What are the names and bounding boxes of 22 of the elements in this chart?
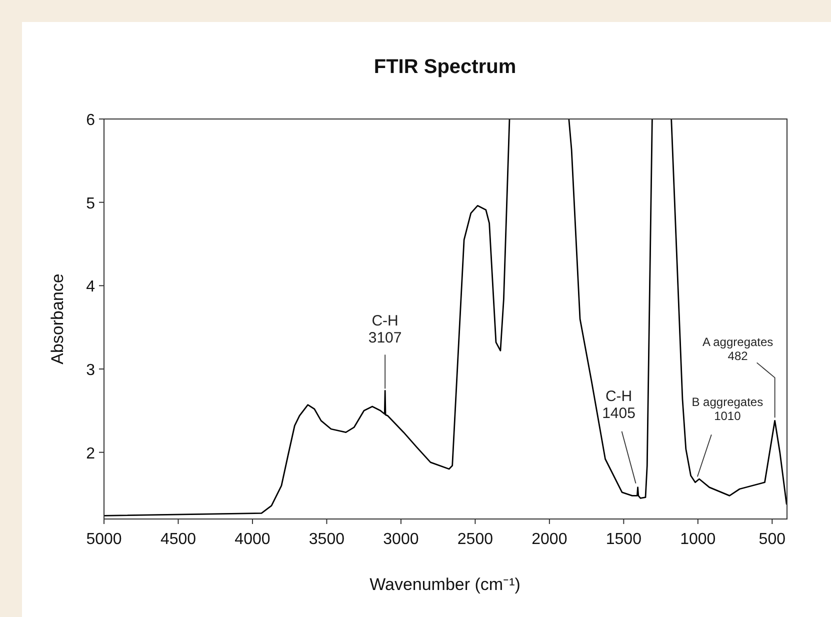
- y-tick-label: 6: [86, 112, 96, 129]
- x-tick-label: 3000: [383, 531, 419, 548]
- x-tick-label: 1000: [680, 531, 716, 548]
- y-tick-label: 5: [86, 195, 96, 212]
- annotation: A aggregates 482: [702, 334, 774, 363]
- x-tick-label: 3500: [308, 531, 345, 548]
- x-tick-label: 4500: [160, 531, 196, 548]
- x-tick-label: 4000: [234, 531, 270, 548]
- x-tick-label: 5000: [86, 531, 122, 548]
- x-tick-label: 2500: [457, 531, 494, 548]
- annotation: B aggregates 1010: [692, 394, 764, 423]
- x-tick-label: 500: [758, 531, 786, 548]
- y-tick-label: 3: [86, 362, 96, 379]
- y-tick-label: 4: [86, 278, 96, 296]
- y-axis-title: Absorbance: [48, 274, 67, 364]
- chart-title: FTIR Spectrum: [374, 56, 516, 78]
- x-axis-title: Wavenumber (cm⁻¹): [370, 575, 520, 594]
- annotation: C-H 3107: [368, 312, 402, 346]
- y-tick-label: 2: [86, 445, 96, 462]
- x-tick-label: 1500: [606, 531, 642, 548]
- x-tick-label: 2000: [532, 531, 568, 548]
- annotation: C-H 1405: [602, 388, 636, 422]
